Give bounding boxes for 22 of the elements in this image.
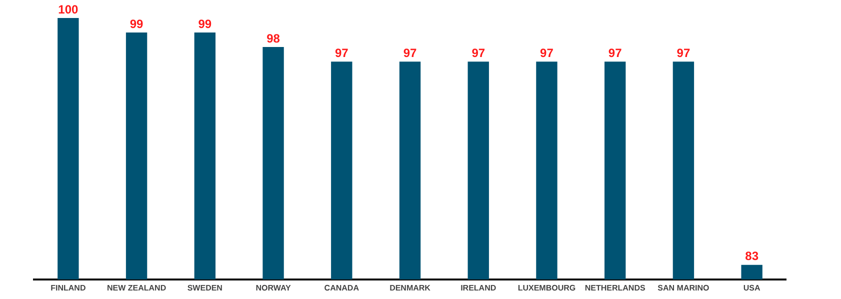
- x-tick-label: NEW ZEALAND: [106, 283, 166, 292]
- data-label: 100: [58, 2, 79, 16]
- x-tick-label: IRELAND: [460, 283, 496, 292]
- data-label: 99: [130, 16, 144, 31]
- data-label: 97: [472, 46, 486, 60]
- data-label: 97: [334, 46, 349, 60]
- x-tick-label: NORWAY: [256, 283, 292, 292]
- data-label: 97: [540, 46, 554, 60]
- x-tick-label: DENMARK: [390, 283, 431, 292]
- data-label: 97: [403, 46, 417, 60]
- x-tick-label: SAN MARINO: [658, 283, 710, 292]
- x-tick-label: LUXEMBOURG: [518, 283, 576, 292]
- x-tick-label: FINLAND: [50, 283, 86, 292]
- data-label: 97: [676, 46, 690, 60]
- x-tick-label: NETHERLANDS: [584, 283, 646, 292]
- data-label: 83: [745, 249, 759, 264]
- x-tick-label: CANADA: [324, 283, 360, 292]
- data-label: 97: [608, 46, 622, 60]
- x-tick-label: USA: [743, 283, 760, 292]
- data-label: 99: [198, 16, 212, 31]
- x-tick-label: SWEDEN: [187, 283, 223, 292]
- data-label: 98: [266, 31, 280, 46]
